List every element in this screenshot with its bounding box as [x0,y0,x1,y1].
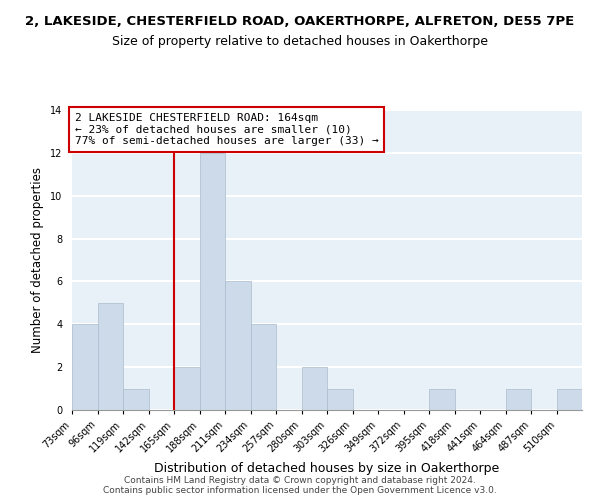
Bar [557,388,582,410]
Bar [225,282,251,410]
Text: Contains HM Land Registry data © Crown copyright and database right 2024.
Contai: Contains HM Land Registry data © Crown c… [103,476,497,495]
Bar [123,388,149,410]
Bar [505,388,531,410]
Text: 2 LAKESIDE CHESTERFIELD ROAD: 164sqm
← 23% of detached houses are smaller (10)
7: 2 LAKESIDE CHESTERFIELD ROAD: 164sqm ← 2… [74,113,379,146]
Bar [251,324,276,410]
Bar [429,388,455,410]
Bar [199,153,225,410]
X-axis label: Distribution of detached houses by size in Oakerthorpe: Distribution of detached houses by size … [154,462,500,475]
Text: 2, LAKESIDE, CHESTERFIELD ROAD, OAKERTHORPE, ALFRETON, DE55 7PE: 2, LAKESIDE, CHESTERFIELD ROAD, OAKERTHO… [25,15,575,28]
Bar [327,388,353,410]
Bar [302,367,327,410]
Bar [174,367,199,410]
Y-axis label: Number of detached properties: Number of detached properties [31,167,44,353]
Text: Size of property relative to detached houses in Oakerthorpe: Size of property relative to detached ho… [112,35,488,48]
Bar [97,303,123,410]
Bar [72,324,97,410]
